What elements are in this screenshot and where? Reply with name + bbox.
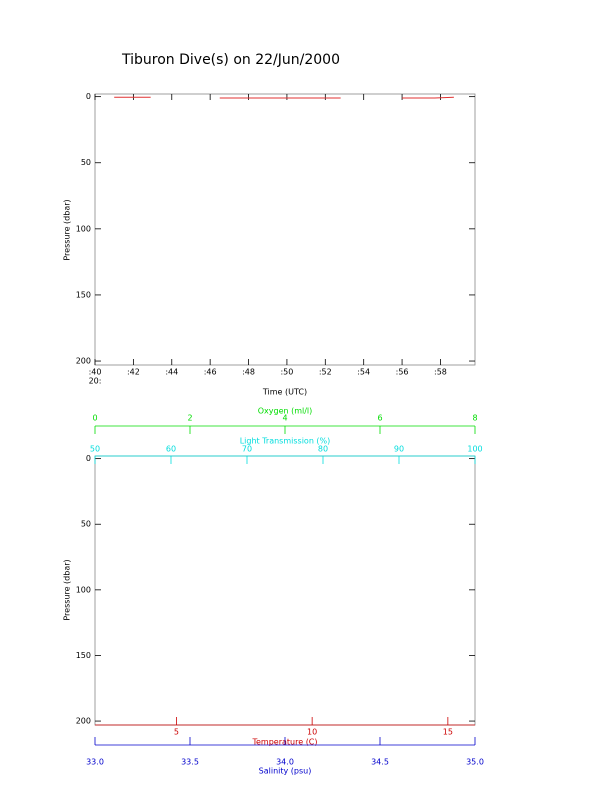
x-axis-title: Time (UTC) [262, 388, 307, 397]
x-tick-label: 90 [394, 445, 404, 454]
y-tick-label: 50 [81, 520, 91, 529]
x-tick-label: 50 [90, 445, 100, 454]
x-tick-label: 33.5 [181, 758, 199, 767]
x-axis-title: Salinity (psu) [259, 767, 312, 776]
x-tick-label: :54 [357, 368, 370, 377]
x-tick-label: :42 [127, 368, 140, 377]
x-tick-label: :44 [165, 368, 178, 377]
x-tick-label: :40 [89, 368, 102, 377]
y-tick-label: 100 [76, 224, 91, 233]
x-tick-label: 100 [467, 445, 482, 454]
y-tick-label: 200 [76, 357, 91, 366]
x-tick-label: :50 [280, 368, 293, 377]
y-tick-label: 100 [76, 585, 91, 594]
y-axis-title: Pressure (dbar) [63, 559, 72, 620]
x-tick-label: 70 [242, 445, 252, 454]
x-axis-title: Oxygen (ml/l) [258, 407, 313, 416]
x-tick-label: :56 [396, 368, 409, 377]
x-tick-label: 8 [472, 414, 477, 423]
x-axis-title: Light Transmission (%) [240, 437, 331, 446]
plot-frame [94, 455, 476, 726]
x-tick-label: 80 [318, 445, 328, 454]
x-tick-label: 2 [187, 414, 192, 423]
x-tick-label: 34.5 [371, 758, 389, 767]
x-hour-label: 20: [89, 377, 102, 386]
plot-frame [94, 93, 476, 366]
chart-title: Tiburon Dive(s) on 22/Jun/2000 [121, 52, 340, 68]
y-tick-label: 50 [81, 158, 91, 167]
y-tick-label: 150 [76, 290, 91, 299]
x-tick-label: 5 [174, 728, 179, 737]
x-tick-label: 10 [307, 728, 317, 737]
x-tick-label: 4 [282, 414, 287, 423]
x-axis-title: Temperature (C) [251, 738, 317, 747]
y-tick-label: 150 [76, 651, 91, 660]
x-tick-label: :48 [242, 368, 255, 377]
x-tick-label: 0 [92, 414, 97, 423]
x-tick-label: 33.0 [86, 758, 104, 767]
y-tick-label: 0 [86, 92, 91, 101]
x-tick-label: 60 [166, 445, 176, 454]
x-tick-label: :52 [319, 368, 332, 377]
x-tick-label: 6 [377, 414, 382, 423]
x-tick-label: :58 [434, 368, 447, 377]
x-tick-label: 15 [443, 728, 453, 737]
y-axis-title: Pressure (dbar) [63, 199, 72, 260]
y-tick-label: 200 [76, 717, 91, 726]
data-line [114, 96, 454, 99]
y-tick-label: 0 [86, 454, 91, 463]
x-tick-label: 34.0 [276, 758, 294, 767]
x-tick-label: :46 [204, 368, 217, 377]
x-tick-label: 35.0 [466, 758, 484, 767]
